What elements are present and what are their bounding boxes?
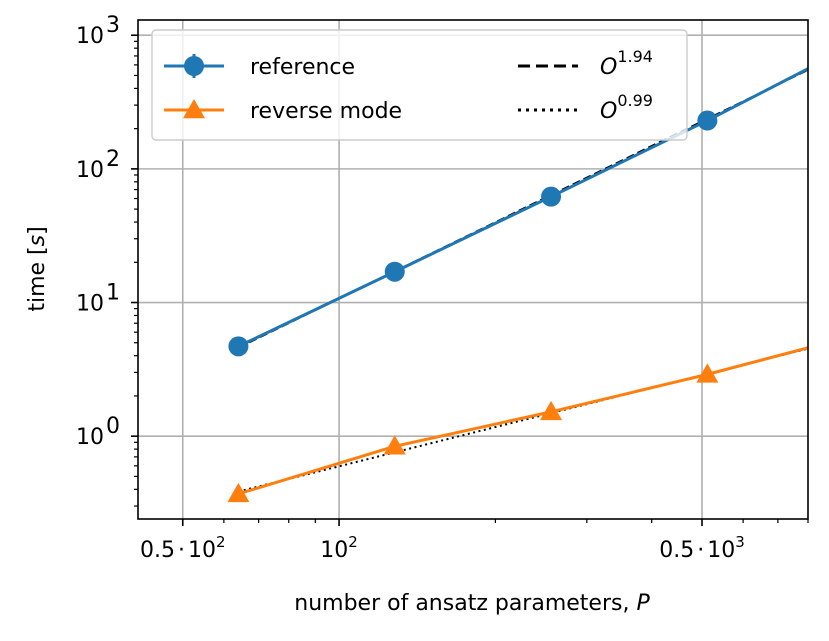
x-tick-label: 102: [320, 533, 358, 563]
reference-point: [228, 336, 249, 357]
reverse-mode-point: [696, 363, 719, 383]
y-tick-label: 10: [76, 158, 104, 183]
x-tick-label: 0.5 · 102: [140, 533, 226, 563]
y-tick-exponent: 1: [106, 281, 120, 306]
reverse-mode-point: [383, 435, 406, 455]
reference-point: [541, 186, 562, 207]
legend-marker-triangle: [183, 99, 205, 119]
y-tick-label: 10: [76, 24, 104, 49]
plot-frame: [137, 19, 809, 520]
legend-box: [151, 29, 688, 141]
x-axis-label: number of ansatz parameters, P: [294, 591, 650, 616]
y-tick-label: 10: [76, 425, 104, 450]
legend-fit-label: O0.99: [600, 91, 653, 124]
legend-label: reference: [250, 55, 355, 80]
x-tick-label: 0.5 · 103: [659, 533, 745, 563]
series-line-1: [237, 346, 808, 496]
legend-label: reverse mode: [250, 99, 402, 124]
markers: [227, 110, 719, 503]
legend-fit-label: O1.94: [600, 47, 653, 80]
reference-point: [697, 110, 718, 131]
y-axis-label: time [s]: [25, 226, 50, 311]
y-tick-exponent: 2: [106, 147, 120, 172]
legend: reference reverse mode O1.94 O0.99: [151, 29, 688, 141]
reverse-mode-point: [227, 482, 250, 503]
y-tick-label: 10: [76, 292, 104, 317]
reference-point: [384, 261, 405, 282]
y-tick-exponent: 3: [106, 13, 120, 38]
y-tick-exponent: 0: [106, 414, 120, 439]
reverse-mode-point: [540, 400, 563, 421]
